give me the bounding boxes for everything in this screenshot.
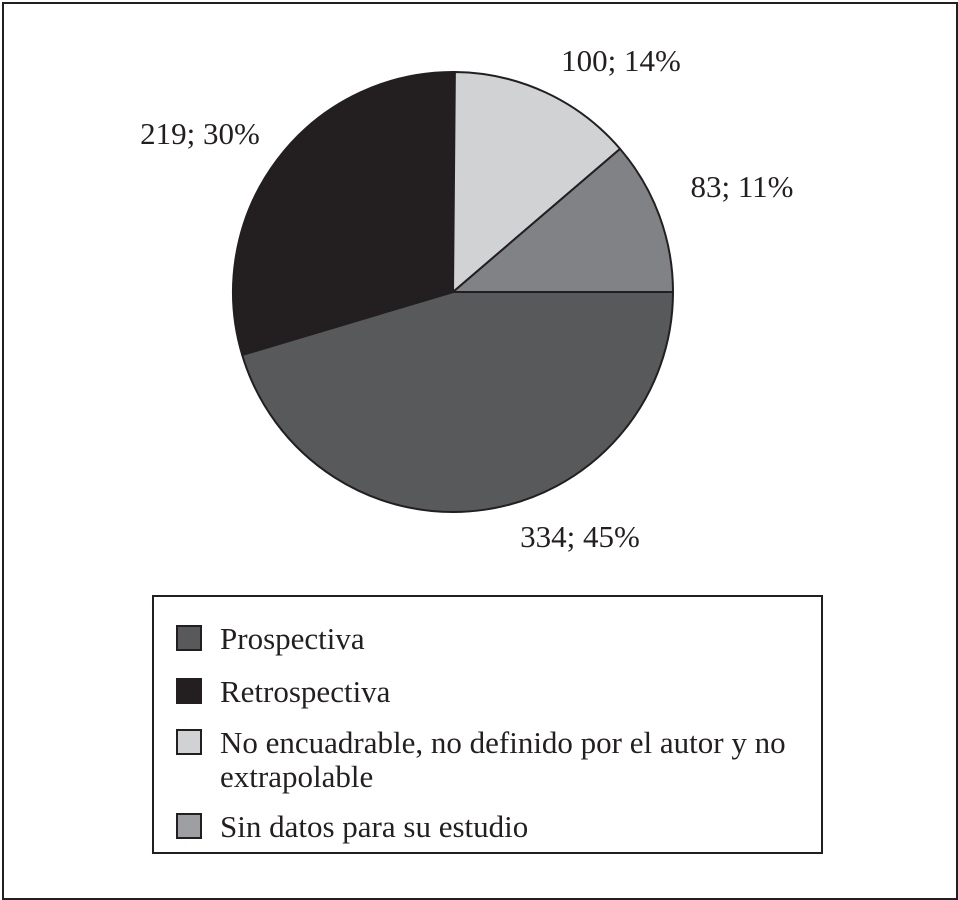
legend: Prospectiva Retrospectiva No encuadrable…: [152, 595, 823, 854]
legend-item-no-encuadrable: No encuadrable, no definido por el autor…: [176, 726, 810, 794]
legend-item-sin-datos: Sin datos para su estudio: [176, 810, 810, 844]
legend-swatch-sin-datos: [176, 813, 202, 839]
pie-slice-sin-datos: [452, 147, 674, 293]
data-label-no-encuadrable: 100; 14%: [561, 43, 681, 78]
pie-slice-prospectiva: [241, 291, 674, 514]
legend-label-no-encuadrable: No encuadrable, no definido por el autor…: [220, 725, 786, 794]
legend-label-retrospectiva: Retrospectiva: [220, 674, 391, 709]
legend-swatch-retrospectiva: [176, 678, 202, 704]
data-label-prospectiva: 334; 45%: [520, 519, 640, 554]
pie-slice-retrospectiva: [232, 71, 456, 356]
legend-label-prospectiva: Prospectiva: [220, 621, 365, 656]
legend-swatch-prospectiva: [176, 625, 202, 651]
legend-label-sin-datos: Sin datos para su estudio: [220, 809, 529, 844]
data-label-retrospectiva: 219; 30%: [140, 116, 260, 151]
legend-swatch-no-encuadrable: [176, 729, 202, 755]
legend-item-retrospectiva: Retrospectiva: [176, 675, 810, 709]
pie-slice-no-encuadrable: [452, 71, 622, 293]
data-label-sin-datos: 83; 11%: [690, 169, 793, 204]
legend-item-prospectiva: Prospectiva: [176, 622, 810, 656]
